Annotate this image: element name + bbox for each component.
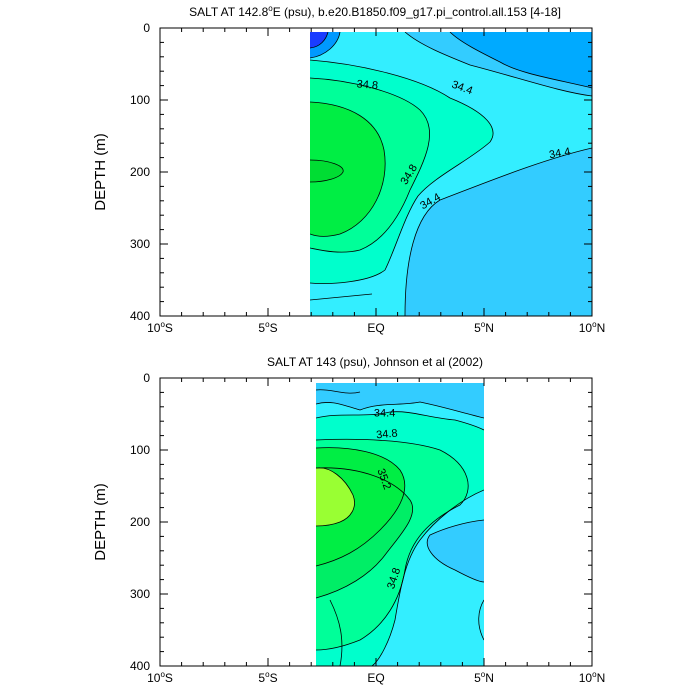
y-tick-label-2: 200 — [130, 515, 150, 529]
top-region-surface-blue — [450, 32, 592, 88]
top-contour-fill: 34.8 34.434.834.434.4 — [310, 32, 592, 316]
top-region-lime-core — [310, 160, 344, 182]
contour-label-group-0: 34.8 — [356, 78, 378, 92]
bottom-contour-fill: 34.434.835.234.8 — [316, 383, 484, 666]
y-tick-label-3: 300 — [130, 237, 150, 251]
x-tick-label-4: 10oN — [579, 320, 605, 335]
contour-label-0: 34.4 — [374, 408, 395, 420]
y-tick-label-0: 0 — [143, 21, 150, 35]
x-tick-label-0: 10oS — [147, 320, 173, 335]
top-contour-labels: 34.8 34.434.834.434.4 — [356, 78, 571, 212]
contour-label-4: 34.4 — [548, 146, 571, 162]
top-y-tick-labels: 0 100 200 300 400 — [130, 21, 150, 323]
x-tick-label-3: 5oN — [474, 670, 494, 685]
top-panel: SALT AT 142.8oE (psu), b.e20.B1850.f09_g… — [92, 4, 605, 335]
x-tick-label-1: 5oS — [258, 670, 277, 685]
top-y-axis-label: DEPTH (m) — [92, 133, 109, 211]
top-region-green — [310, 102, 386, 237]
top-region-surface-mid — [310, 32, 340, 58]
y-tick-label-3: 300 — [130, 587, 150, 601]
bottom-x-tick-labels: 10oS 5oS EQ 5oN 10oN — [147, 670, 605, 685]
contour-label-1: 34.8 — [376, 428, 398, 442]
x-tick-label-2: EQ — [367, 321, 384, 335]
y-tick-label-1: 100 — [130, 443, 150, 457]
top-region-surface-deep — [310, 32, 328, 48]
bottom-region-east-lobe — [427, 520, 484, 582]
x-tick-label-3: 5oN — [474, 320, 494, 335]
x-tick-label-2: EQ — [367, 671, 384, 685]
x-tick-label-4: 10oN — [579, 670, 605, 685]
bottom-panel-title: SALT AT 143 (psu), Johnson et al (2002) — [267, 355, 483, 369]
top-panel-title: SALT AT 142.8oE (psu), b.e20.B1850.f09_g… — [189, 4, 561, 19]
bottom-axis-ticks — [159, 377, 593, 667]
contour-label-group-0: 34.4 — [374, 408, 395, 420]
top-contour-lines — [310, 32, 592, 316]
bottom-panel: SALT AT 143 (psu), Johnson et al (2002) … — [92, 355, 605, 685]
contour-label-group-1: 34.8 — [376, 428, 398, 442]
x-tick-label-0: 10oS — [147, 670, 173, 685]
contour-label-group-4: 34.4 — [548, 146, 571, 162]
top-x-tick-labels: 10oS 5oS EQ 5oN 10oN — [147, 320, 605, 335]
x-tick-label-1: 5oS — [258, 320, 277, 335]
bottom-y-axis-label: DEPTH (m) — [92, 483, 109, 561]
y-tick-label-0: 0 — [143, 371, 150, 385]
y-tick-label-1: 100 — [130, 93, 150, 107]
bottom-y-tick-labels: 0 100 200 300 400 — [130, 371, 150, 673]
bottom-contour-lines — [316, 389, 484, 666]
y-tick-label-4: 400 — [130, 309, 150, 323]
y-tick-label-4: 400 — [130, 659, 150, 673]
contour-label-0: 34.8 — [356, 78, 378, 92]
top-axis-ticks — [159, 27, 593, 317]
y-tick-label-2: 200 — [130, 165, 150, 179]
